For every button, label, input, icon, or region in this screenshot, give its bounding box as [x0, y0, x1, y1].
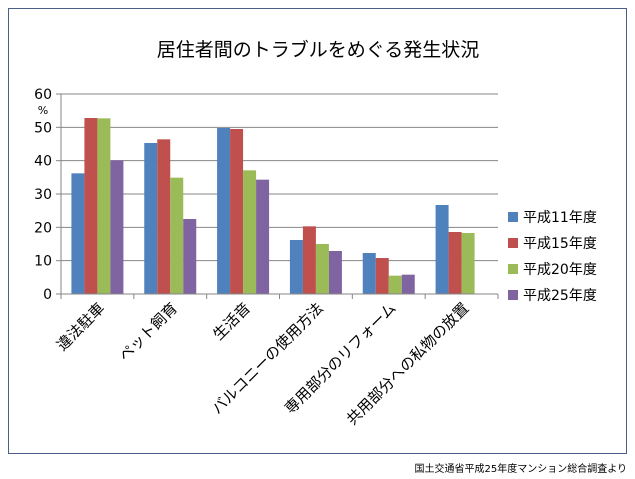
- bar: [302, 226, 316, 294]
- legend-swatch: [508, 290, 518, 300]
- x-tick-label: 違法駐車: [53, 299, 108, 354]
- bar: [401, 274, 415, 294]
- bar: [183, 219, 197, 294]
- x-tick-label: ペット飼育: [115, 299, 181, 365]
- bar: [435, 205, 449, 294]
- bar: [375, 258, 389, 294]
- y-tick-label: 20: [34, 220, 52, 236]
- legend-swatch: [508, 264, 518, 274]
- bar: [157, 139, 171, 294]
- bars-layer: [71, 118, 475, 294]
- legend-label: 平成25年度: [523, 288, 597, 304]
- grid-layer: [61, 93, 498, 295]
- bar: [461, 233, 475, 294]
- legend-label: 平成11年度: [523, 210, 597, 226]
- source-note: 国土交通省平成25年度マンション総合調査より: [414, 464, 627, 475]
- y-tick-label: 60: [34, 87, 52, 103]
- legend-swatch: [508, 238, 518, 248]
- legend-swatch: [508, 212, 518, 222]
- chart-svg: 居住者間のトラブルをめぐる発生状況 % 0 10 20 30 40 50 60 違法駐車 ペット…: [34, 38, 597, 429]
- bar: [448, 232, 462, 294]
- y-axis-unit: %: [38, 104, 48, 117]
- y-tick-label: 40: [34, 154, 52, 170]
- y-tick-label: 50: [34, 120, 52, 136]
- chart-title: 居住者間のトラブルをめぐる発生状況: [157, 38, 480, 61]
- bar: [315, 244, 329, 294]
- x-tick-label: 共用部分への私物の放置: [343, 299, 472, 428]
- bar: [388, 275, 402, 294]
- bar: [110, 160, 124, 294]
- chart-frame: 居住者間のトラブルをめぐる発生状況 % 0 10 20 30 40 50 60 違法駐車 ペット…: [8, 8, 627, 454]
- bar: [170, 177, 184, 294]
- y-tick-label: 10: [34, 254, 52, 270]
- bar: [328, 251, 342, 294]
- bar: [97, 118, 111, 294]
- bar: [289, 240, 303, 294]
- bar: [84, 118, 98, 294]
- y-tick-label: 30: [34, 187, 52, 203]
- bar: [243, 170, 257, 294]
- bar: [217, 128, 231, 294]
- bar: [256, 179, 270, 294]
- legend-label: 平成15年度: [523, 236, 597, 252]
- x-tick-label: 生活音: [209, 299, 254, 344]
- legend-label: 平成20年度: [523, 262, 597, 278]
- bar: [230, 129, 244, 294]
- bar: [144, 143, 158, 294]
- y-tick-label: 0: [43, 287, 52, 303]
- bar: [71, 173, 85, 294]
- bar: [362, 253, 376, 294]
